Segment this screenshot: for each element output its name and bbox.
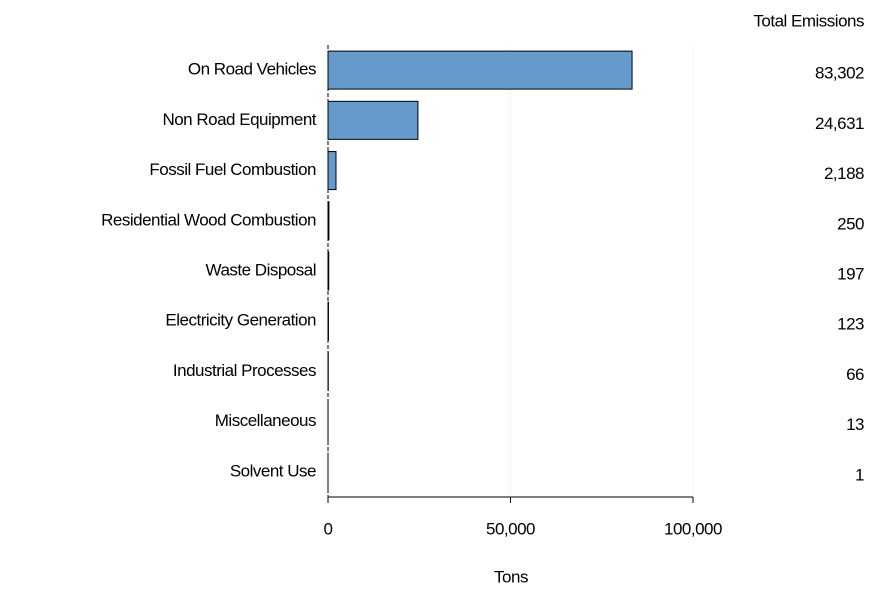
column-header: Total Emissions: [753, 11, 864, 30]
y-tick-label: Electricity Generation: [165, 311, 316, 330]
y-tick-label: Waste Disposal: [206, 260, 316, 279]
x-tick-label: 50,000: [486, 519, 535, 538]
value-label: 13: [846, 415, 864, 434]
bar: [327, 100, 419, 140]
value-label: 2,188: [824, 164, 864, 183]
x-tick-label: 100,000: [664, 519, 722, 538]
x-axis-label: Tons: [494, 567, 528, 586]
value-label: 1: [855, 465, 864, 484]
y-tick-label: Industrial Processes: [173, 361, 316, 380]
value-label: 123: [837, 315, 864, 334]
y-tick-label: Solvent Use: [230, 461, 316, 480]
value-label: 24,631: [815, 114, 864, 133]
y-tick-label: Residential Wood Combustion: [101, 210, 316, 229]
bar: [327, 50, 633, 90]
x-tick-label: 0: [324, 519, 333, 538]
bar: [327, 151, 337, 191]
value-label: 250: [837, 214, 864, 233]
value-label: 66: [846, 365, 864, 384]
value-label: 197: [837, 264, 864, 283]
y-tick-label: Miscellaneous: [215, 411, 316, 430]
y-tick-label: Fossil Fuel Combustion: [149, 160, 316, 179]
y-tick-label: On Road Vehicles: [188, 60, 316, 79]
value-label: 83,302: [815, 64, 864, 83]
y-tick-label: Non Road Equipment: [162, 110, 316, 129]
